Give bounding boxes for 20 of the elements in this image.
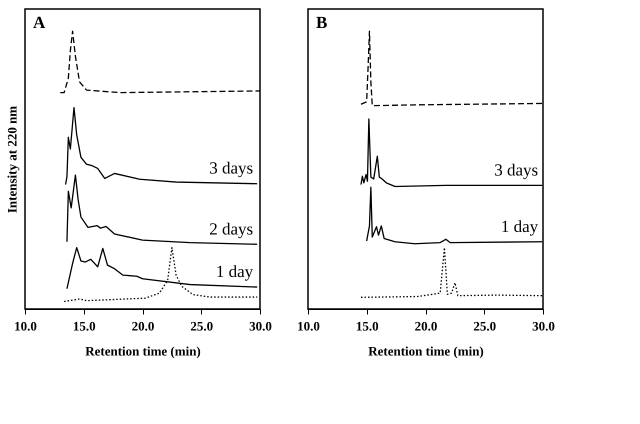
series-label: 1 day: [500, 216, 539, 236]
series-label: 2 days: [209, 219, 254, 238]
x-tick-label: 15.0: [72, 318, 96, 334]
x-tick-label: 30.0: [249, 318, 272, 334]
x-tick-label: 20.0: [414, 318, 438, 334]
x-tick-label: 20.0: [132, 318, 154, 334]
x-axis-title: Retention time (min): [85, 344, 201, 358]
chart-title: A: [33, 13, 46, 32]
series-label: 3 days: [209, 158, 254, 178]
x-axis-title: Retention time (min): [368, 344, 484, 358]
series-label: 1 day: [216, 262, 254, 282]
y-axis-title: Intensity at 220 nm: [4, 106, 20, 214]
x-tick-label: 10.0: [14, 318, 37, 334]
series-label: 3 days: [494, 160, 538, 180]
x-tick-label: 15.0: [356, 318, 379, 334]
x-tick-label: 10.0: [297, 318, 320, 334]
x-tick-label: 25.0: [473, 318, 496, 334]
x-tick-label: 30.0: [532, 318, 555, 334]
chart-title: B: [316, 13, 328, 32]
x-tick-label: 25.0: [190, 318, 214, 334]
